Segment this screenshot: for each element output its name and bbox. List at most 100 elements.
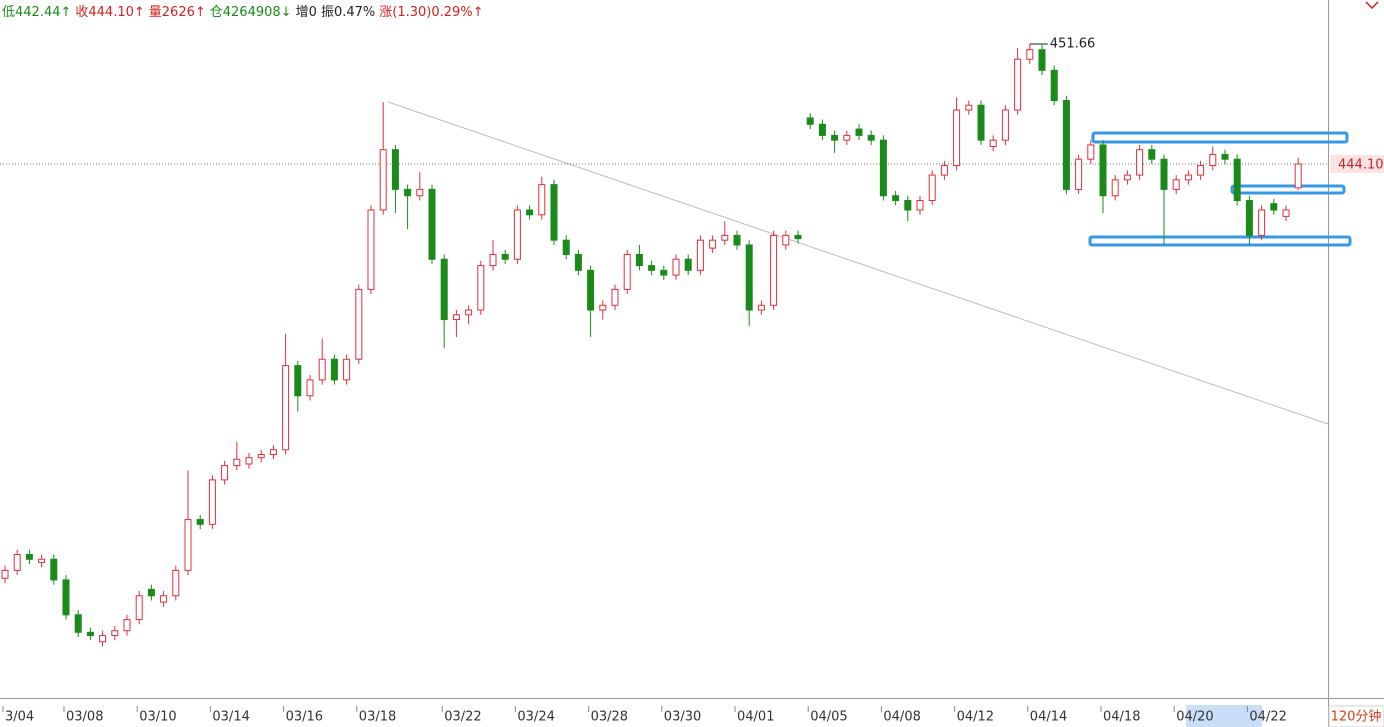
- candle-body: [111, 630, 119, 636]
- x-tick-label: 04/14: [1030, 710, 1067, 725]
- candle-body: [440, 258, 448, 321]
- candle-body: [1001, 109, 1009, 141]
- candle-body: [196, 519, 204, 525]
- candle-body: [1123, 174, 1131, 181]
- candle-body: [123, 619, 131, 632]
- candle-body: [965, 104, 973, 111]
- candle-body: [172, 569, 180, 597]
- candle-body: [648, 265, 656, 271]
- candle-body: [306, 379, 314, 397]
- high-label: 451.66: [1050, 36, 1096, 51]
- x-tick-label: 03/24: [517, 710, 554, 725]
- menu-arrow[interactable]: [1365, 1, 1379, 10]
- candle-body: [928, 174, 936, 201]
- candle-body: [977, 104, 985, 141]
- candle-body: [660, 269, 668, 276]
- candle-body: [1209, 153, 1217, 167]
- x-tick-label: 03/10: [139, 710, 176, 725]
- candle-body: [696, 239, 704, 271]
- candle-body: [221, 465, 229, 481]
- candle-body: [1075, 158, 1083, 190]
- candle-body: [13, 553, 21, 571]
- range-box[interactable]: [1091, 131, 1349, 144]
- x-tick-label: 03/30: [664, 710, 701, 725]
- candle-body: [99, 634, 107, 643]
- candle-body: [770, 234, 778, 306]
- header-item: 涨(1.30)0.29%↑: [379, 5, 484, 20]
- candle-body: [1258, 209, 1266, 236]
- candle-body: [1136, 149, 1144, 176]
- candle-body: [1160, 158, 1168, 190]
- x-tick-label: 04/18: [1103, 710, 1140, 725]
- candle-body: [1014, 58, 1022, 111]
- candle-body: [587, 269, 595, 311]
- candle-body: [1, 569, 9, 579]
- header-item: 量2626↑: [148, 5, 206, 20]
- x-tick-label: 04/22: [1249, 710, 1286, 725]
- candle-body: [282, 365, 290, 451]
- candle-body: [391, 149, 399, 190]
- candle-body: [550, 184, 558, 241]
- period-label[interactable]: 120分钟: [1331, 709, 1382, 725]
- candle-body: [818, 123, 826, 136]
- candle-body: [245, 457, 253, 465]
- candle-body: [855, 128, 863, 136]
- candle-body: [635, 253, 643, 267]
- candle-body: [1245, 199, 1253, 236]
- header-item: 仓4264908↓: [209, 5, 292, 20]
- candle-body: [184, 519, 192, 571]
- candle-body: [794, 234, 802, 240]
- candle-body: [233, 458, 241, 467]
- candle-body: [1038, 49, 1046, 71]
- candle-body: [916, 199, 924, 211]
- candle-body: [757, 304, 765, 311]
- candle-body: [538, 184, 546, 216]
- candle-body: [318, 358, 326, 381]
- candle-body: [745, 244, 753, 311]
- last-price-box: [1330, 154, 1384, 173]
- candle-body: [1172, 179, 1180, 190]
- candle-body: [257, 453, 265, 459]
- candle-body: [782, 234, 790, 246]
- x-tick-label: 04/01: [737, 710, 774, 725]
- candle-body: [562, 239, 570, 255]
- candle-body: [25, 553, 33, 560]
- candle-body: [343, 358, 351, 381]
- x-tick-label: 03/18: [359, 710, 396, 725]
- candle-body: [416, 188, 424, 197]
- candle-body: [526, 209, 534, 216]
- candle-body: [269, 449, 277, 455]
- header: 低442.44↑ 收444.10↑ 量2626↑ 仓4264908↓ 增0 振0.47%…: [2, 1, 488, 20]
- x-tick-label: 03/22: [444, 710, 481, 725]
- candle-body: [208, 479, 216, 525]
- range-box[interactable]: [1088, 235, 1352, 247]
- candle-body: [160, 595, 168, 603]
- candle-body: [733, 234, 741, 246]
- x-tick-label: 03/28: [591, 710, 628, 725]
- candle-body: [721, 234, 729, 241]
- candle-body: [1111, 179, 1119, 197]
- x-tick-label: 03/16: [286, 710, 323, 725]
- candle-body: [62, 579, 70, 616]
- candle-body: [1270, 203, 1278, 211]
- candle-body: [843, 134, 851, 141]
- candle-body: [1026, 49, 1034, 60]
- candle-body: [147, 588, 155, 597]
- candle-body: [1087, 144, 1095, 160]
- candle-body: [904, 199, 912, 211]
- candle-body: [294, 365, 302, 397]
- period-box[interactable]: [1328, 705, 1384, 727]
- x-tick-label: 03/14: [212, 710, 249, 725]
- candle-body: [953, 109, 961, 167]
- header-item: 低442.44↑: [2, 5, 72, 20]
- candle-body: [879, 139, 887, 197]
- range-box[interactable]: [1230, 184, 1346, 195]
- candle-body: [599, 304, 607, 311]
- candle-body: [574, 253, 582, 271]
- candle-body: [86, 631, 94, 636]
- candle-body: [1062, 99, 1070, 190]
- candle-body: [623, 253, 631, 290]
